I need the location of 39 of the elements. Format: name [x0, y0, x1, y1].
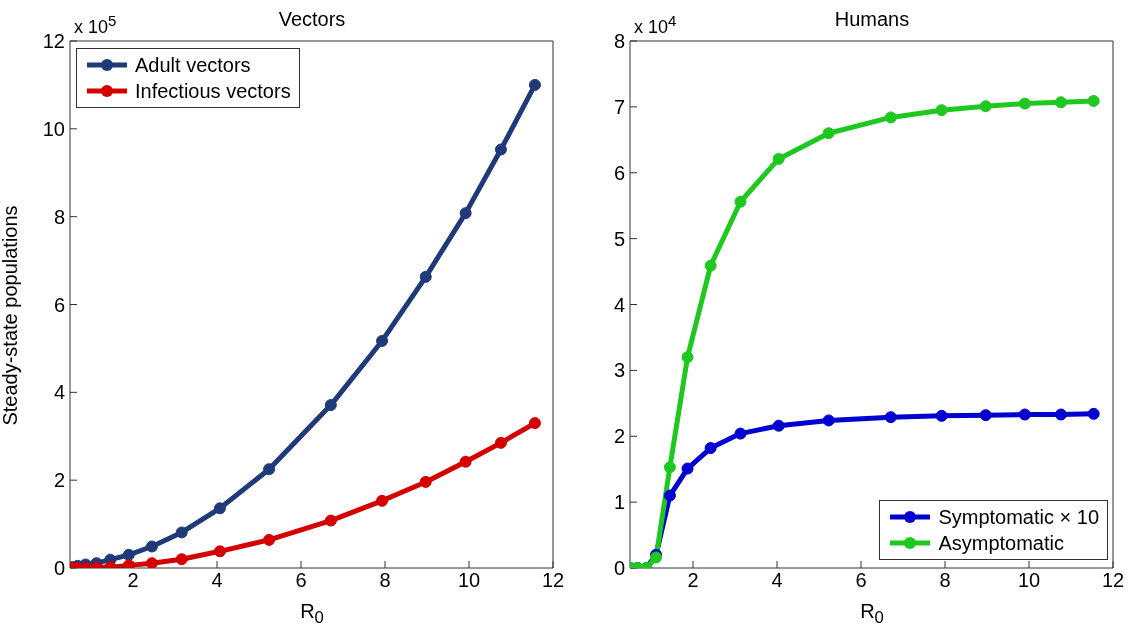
y-tick-label: 5	[613, 227, 625, 250]
y-tick-label: 10	[42, 117, 65, 140]
x-tick-label: 10	[1017, 569, 1041, 592]
text: x 10$^{4}$	[634, 12, 677, 38]
x-tick-label: 12	[1101, 569, 1125, 592]
chart-title: Vectors	[278, 8, 346, 30]
y-tick-label: 4	[613, 293, 625, 316]
y-tick-label: 12	[42, 30, 65, 53]
chart-title: Humans	[834, 8, 910, 30]
x-tick-label: 2	[687, 569, 699, 592]
y-axis-title: Steady-state populations	[0, 205, 22, 426]
x-axis-title: R$_{0}$	[859, 600, 885, 628]
legend-label: Adult vectors	[135, 53, 251, 78]
y-tick-label: 6	[53, 293, 65, 316]
x-tick-label: 8	[939, 569, 951, 592]
x-tick-label: 12	[541, 569, 565, 592]
x-axis-title: R$_{0}$	[299, 600, 325, 628]
y-tick-label: 7	[613, 95, 625, 118]
x-tick-label: 4	[211, 569, 223, 592]
x-tick-label: 10	[457, 569, 481, 592]
x-tick-label: 6	[855, 569, 867, 592]
y-tick-label: 6	[613, 161, 625, 184]
x-tick-label: 6	[295, 569, 307, 592]
x-tick-label: 4	[771, 569, 783, 592]
x-tick-label: 8	[379, 569, 391, 592]
y-tick-label: 4	[53, 381, 65, 404]
y-tick-label: 0	[53, 557, 65, 580]
y-tick-label: 1	[613, 491, 625, 514]
legend-label: Asymptomatic	[938, 531, 1064, 556]
y-tick-label: 2	[53, 469, 65, 492]
y-tick-label: 8	[613, 30, 625, 53]
y-tick-label: 8	[53, 205, 65, 228]
y-tick-label: 0	[613, 557, 625, 580]
text: x 10$^{5}$	[74, 12, 117, 38]
x-tick-label: 2	[127, 569, 139, 592]
legend-label: Symptomatic × 10	[938, 505, 1099, 530]
legend-label: Infectious vectors	[135, 79, 291, 104]
y-tick-label: 3	[613, 359, 625, 382]
y-tick-label: 2	[613, 425, 625, 448]
